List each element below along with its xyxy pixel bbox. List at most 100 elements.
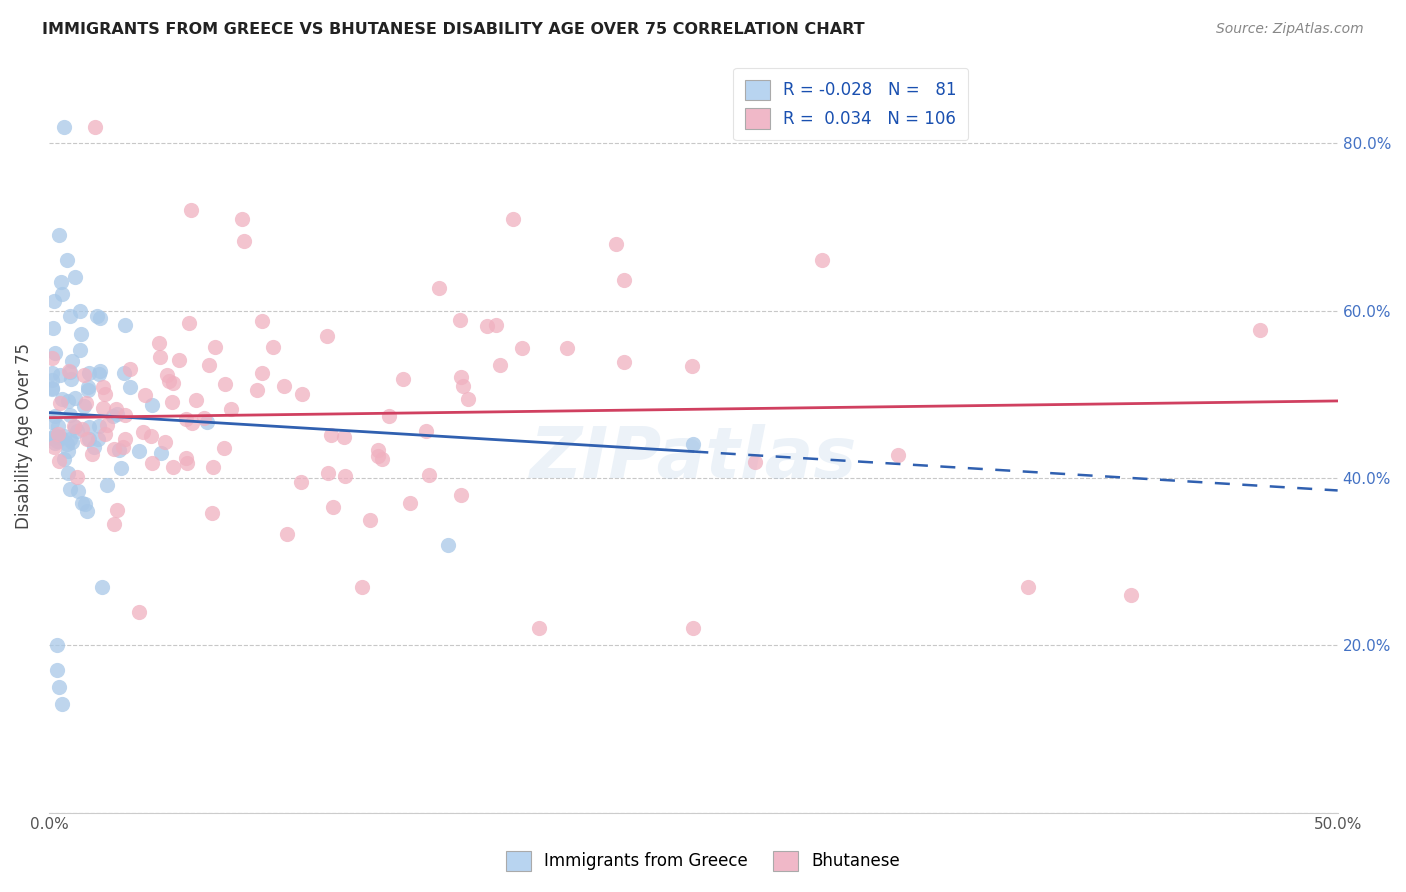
Point <box>69 343 91 358</box>
Point <box>58 364 80 378</box>
Point <box>76 504 98 518</box>
Point <box>322 500 344 514</box>
Point <box>73 399 96 413</box>
Point <box>232 235 254 249</box>
Point <box>87 419 110 434</box>
Point <box>184 393 207 408</box>
Point <box>111 440 134 454</box>
Point <box>475 318 498 333</box>
Point <box>398 496 420 510</box>
Point <box>682 622 704 636</box>
Point <box>392 372 415 386</box>
Point <box>333 430 356 444</box>
Point <box>1249 323 1271 337</box>
Point <box>76 380 98 394</box>
Point <box>114 432 136 446</box>
Point <box>45 638 67 652</box>
Point <box>134 387 156 401</box>
Point <box>246 384 269 398</box>
Point <box>107 443 129 458</box>
Point <box>103 442 125 456</box>
Point <box>316 467 339 481</box>
Point <box>103 516 125 531</box>
Point <box>162 376 184 390</box>
Text: IMMIGRANTS FROM GREECE VS BHUTANESE DISABILITY AGE OVER 75 CORRELATION CHART: IMMIGRANTS FROM GREECE VS BHUTANESE DISA… <box>42 22 865 37</box>
Point <box>48 680 70 694</box>
Point <box>502 211 524 226</box>
Point <box>104 402 127 417</box>
Point <box>527 622 550 636</box>
Point <box>41 415 63 429</box>
Point <box>77 383 100 397</box>
Point <box>128 443 150 458</box>
Point <box>46 426 69 441</box>
Point <box>69 327 91 342</box>
Point <box>94 387 117 401</box>
Point <box>48 396 70 410</box>
Point <box>53 120 76 134</box>
Point <box>148 351 170 365</box>
Y-axis label: Disability Age Over 75: Disability Age Over 75 <box>15 343 32 529</box>
Legend: Immigrants from Greece, Bhutanese: Immigrants from Greece, Bhutanese <box>498 842 908 880</box>
Point <box>290 475 312 490</box>
Point <box>59 372 82 386</box>
Point <box>105 503 128 517</box>
Point <box>60 354 83 368</box>
Point <box>96 417 118 432</box>
Point <box>51 392 73 407</box>
Point <box>63 420 86 434</box>
Point <box>56 466 79 480</box>
Point <box>273 378 295 392</box>
Text: ZIPatlas: ZIPatlas <box>530 425 858 493</box>
Point <box>110 461 132 475</box>
Point <box>359 513 381 527</box>
Point <box>262 340 284 354</box>
Point <box>162 460 184 475</box>
Text: Source: ZipAtlas.com: Source: ZipAtlas.com <box>1216 22 1364 37</box>
Point <box>59 482 82 496</box>
Point <box>59 365 82 379</box>
Point <box>605 236 627 251</box>
Legend: R = -0.028   N =   81, R =  0.034   N = 106: R = -0.028 N = 81, R = 0.034 N = 106 <box>734 68 969 140</box>
Point <box>114 318 136 332</box>
Point <box>86 432 108 446</box>
Point <box>77 367 100 381</box>
Point <box>75 396 97 410</box>
Point <box>101 409 124 424</box>
Point <box>42 293 65 308</box>
Point <box>41 366 63 380</box>
Point <box>437 538 460 552</box>
Point <box>160 395 183 409</box>
Point <box>378 409 401 424</box>
Point <box>41 431 63 445</box>
Point <box>44 427 66 442</box>
Point <box>91 380 114 394</box>
Point <box>56 253 79 268</box>
Point <box>52 429 75 443</box>
Point <box>555 341 578 355</box>
Point <box>155 368 177 382</box>
Point <box>352 580 374 594</box>
Point <box>44 435 66 450</box>
Point <box>51 286 73 301</box>
Point <box>96 478 118 492</box>
Point <box>41 382 63 396</box>
Point <box>179 316 201 330</box>
Point <box>457 392 479 406</box>
Point <box>418 468 440 483</box>
Point <box>149 446 172 460</box>
Point <box>69 303 91 318</box>
Point <box>180 203 202 218</box>
Point <box>59 310 82 324</box>
Point <box>90 580 112 594</box>
Point <box>174 451 197 466</box>
Point <box>67 483 90 498</box>
Point <box>141 456 163 470</box>
Point <box>51 697 73 711</box>
Point <box>214 376 236 391</box>
Point <box>453 379 475 393</box>
Point <box>41 381 63 395</box>
Point <box>94 426 117 441</box>
Point <box>450 488 472 502</box>
Point <box>58 394 80 409</box>
